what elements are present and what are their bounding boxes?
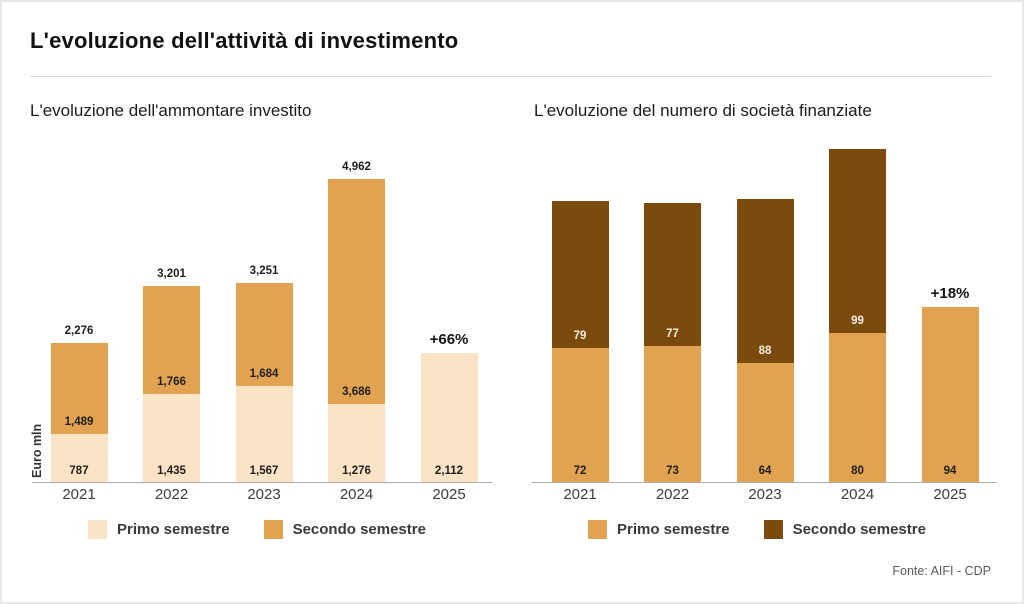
value-label-secondo-semestre: 1,489 — [64, 415, 94, 428]
x-axis-label: 2025 — [432, 486, 466, 503]
x-axis-label: 2023 — [748, 486, 782, 503]
growth-annotation: +18% — [930, 284, 970, 302]
value-label-secondo-semestre: 79 — [573, 329, 587, 342]
bar-2021: 787 1,489 2,276 — [50, 325, 108, 482]
segment-primo-semestre — [829, 333, 886, 482]
segment-secondo-semestre — [551, 200, 609, 348]
legend-item-primo-semestre: Primo semestre — [88, 520, 230, 539]
title-divider — [30, 76, 991, 77]
segment-primo-semestre — [736, 362, 794, 482]
segment-secondo-semestre — [235, 283, 293, 387]
value-label-primo-semestre: 72 — [573, 465, 587, 477]
total-label: 3,201 — [157, 268, 186, 281]
legend-label-primo-semestre: Primo semestre — [117, 521, 230, 538]
bar-2021: 72 79 — [551, 200, 609, 482]
x-axis-label: 2022 — [154, 486, 189, 503]
bar-2022: 1,435 1,766 3,201 — [143, 268, 200, 482]
value-label-secondo-semestre: 1,766 — [157, 376, 186, 389]
legend-amount-invested: Primo semestre Secondo semestre — [88, 520, 426, 539]
segment-secondo-semestre — [50, 342, 108, 434]
x-axis-label: 2021 — [563, 486, 597, 503]
legend-label-secondo-semestre: Secondo semestre — [292, 521, 426, 538]
bar-2025: 94 +18% — [921, 285, 979, 482]
amount-invested-chart: 2021 787 1,489 2,276 2022 1,435 1,766 3,201 2023… — [32, 142, 492, 503]
segment-primo-semestre — [143, 394, 200, 482]
page-title: L'evoluzione dell'attività di investimen… — [30, 28, 459, 53]
x-axis-label: 2023 — [247, 486, 281, 503]
chart-title-amount-invested: L'evoluzione dell'ammontare investito — [30, 101, 312, 120]
legend-label-secondo-semestre: Secondo semestre — [792, 521, 926, 538]
legend-label-primo-semestre: Primo semestre — [617, 521, 730, 538]
segment-primo-semestre — [551, 347, 609, 482]
segment-secondo-semestre — [644, 202, 701, 346]
companies-financed-chart: 2021 72 79 2022 73 77 2023 64 88 2024 80 99 2025 94 +1… — [532, 142, 997, 503]
x-axis-label: 2024 — [840, 486, 875, 503]
segment-secondo-semestre — [328, 178, 385, 404]
segment-primo-semestre — [50, 433, 108, 482]
bar-2023: 1,567 1,684 3,251 — [235, 265, 293, 482]
legend-swatch-primo-semestre — [588, 520, 607, 539]
growth-annotation: +66% — [429, 331, 469, 348]
x-axis-label: 2024 — [339, 486, 374, 503]
value-label-primo-semestre: 1,567 — [249, 465, 279, 477]
legend-companies-financed: Primo semestre Secondo semestre — [588, 520, 926, 539]
chart-title-companies-financed: L'evoluzione del numero di società finan… — [534, 101, 872, 120]
total-label: 4,962 — [342, 160, 371, 173]
value-label-primo-semestre: 64 — [758, 465, 772, 477]
segment-primo-semestre — [644, 346, 701, 482]
segment-primo-semestre — [420, 353, 478, 482]
value-label-secondo-semestre: 88 — [758, 344, 772, 357]
value-label-primo-semestre: 80 — [851, 465, 864, 477]
bar-2025: 2,112 +66% — [420, 331, 478, 482]
bar-2022: 73 77 — [644, 202, 701, 482]
segment-secondo-semestre — [736, 198, 794, 363]
legend-item-primo-semestre: Primo semestre — [588, 520, 730, 539]
bar-2024: 80 99 — [829, 148, 886, 482]
x-axis-label: 2025 — [933, 486, 967, 503]
segment-primo-semestre — [921, 306, 979, 482]
bar-2023: 64 88 — [736, 198, 794, 482]
value-label-primo-semestre: 73 — [666, 465, 679, 477]
value-label-secondo-semestre: 1,684 — [249, 368, 279, 381]
legend-swatch-primo-semestre — [88, 520, 107, 539]
value-label-secondo-semestre: 3,686 — [342, 386, 371, 398]
segment-primo-semestre — [235, 386, 293, 482]
legend-item-secondo-semestre: Secondo semestre — [263, 520, 426, 539]
segment-secondo-semestre — [829, 148, 886, 333]
total-label: 2,276 — [64, 324, 94, 337]
value-label-primo-semestre: 787 — [69, 465, 89, 477]
value-label-primo-semestre: 2,112 — [434, 465, 464, 477]
legend-swatch-secondo-semestre — [263, 520, 283, 539]
x-axis-label: 2022 — [655, 486, 690, 503]
value-label-primo-semestre: 94 — [943, 465, 957, 477]
segment-secondo-semestre — [143, 286, 200, 395]
bar-2024: 1,276 3,686 4,962 — [328, 161, 385, 482]
value-label-primo-semestre: 1,276 — [342, 465, 371, 477]
legend-swatch-secondo-semestre — [763, 520, 783, 539]
x-axis-label: 2021 — [62, 486, 96, 503]
legend-item-secondo-semestre: Secondo semestre — [763, 520, 926, 539]
source-note: Fonte: AIFI - CDP — [892, 564, 991, 578]
value-label-secondo-semestre: 99 — [851, 315, 864, 327]
value-label-secondo-semestre: 77 — [666, 328, 679, 340]
value-label-primo-semestre: 1,435 — [157, 465, 186, 477]
segment-primo-semestre — [328, 404, 385, 482]
total-label: 3,251 — [249, 265, 279, 278]
